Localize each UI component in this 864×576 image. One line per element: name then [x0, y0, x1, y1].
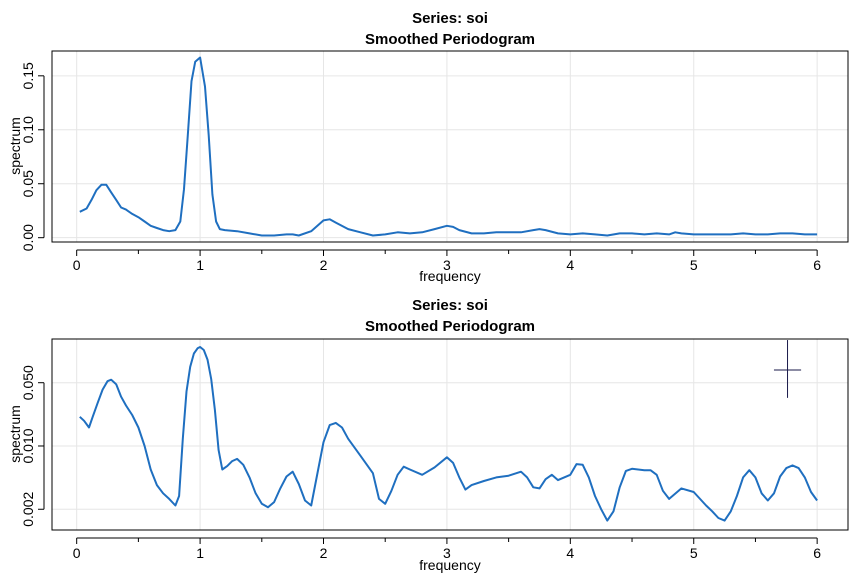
y-tick-label: 0.050 [20, 365, 36, 400]
y-tick-label: 0.00 [20, 224, 36, 251]
spectrum-line [79, 56, 818, 237]
x-tick-label: 3 [443, 257, 451, 273]
x-tick-label: 6 [813, 545, 821, 561]
y-tick-label: 0.010 [20, 428, 36, 463]
y-axis-label: spectrum [7, 117, 23, 175]
chart-title: Series: soi [412, 10, 488, 27]
grid [52, 51, 848, 242]
x-tick-label: 0 [73, 257, 81, 273]
y-tick-label: 0.002 [20, 492, 36, 527]
axes: 0 1 2 3 4 5 6 0.00 0.05 0.10 0.15 [20, 62, 821, 273]
x-tick-label: 4 [566, 257, 574, 273]
chart-subtitle: Smoothed Periodogram [365, 318, 535, 335]
x-tick-label: 3 [443, 545, 451, 561]
plot-frame [51, 50, 849, 243]
x-tick-label: 5 [690, 545, 698, 561]
confidence-crosshair [773, 340, 802, 398]
x-tick-label: 0 [73, 545, 81, 561]
plot-frame [51, 338, 849, 531]
y-tick-label: 0.15 [20, 62, 36, 89]
x-axis-label: frequency [419, 557, 480, 573]
x-axis-label: frequency [419, 268, 480, 284]
x-tick-label: 1 [196, 545, 204, 561]
spectrum-line [79, 346, 818, 522]
chart-panel-top: Series: soi Smoothed Periodogram 0 1 2 3 4 5 6… [7, 10, 849, 284]
y-axis-label: spectrum [7, 405, 23, 463]
axes: 0 1 2 3 4 5 6 0.002 0.010 0.050 [20, 365, 821, 561]
chart-panel-bottom: Series: soi Smoothed Periodogram 0 1 2 3 4 5 6… [7, 297, 849, 573]
y-tick-label: 0.10 [20, 116, 36, 143]
chart-subtitle: Smoothed Periodogram [365, 31, 535, 48]
x-tick-label: 6 [813, 257, 821, 273]
x-tick-label: 2 [320, 545, 328, 561]
y-tick-label: 0.05 [20, 170, 36, 197]
x-tick-label: 4 [566, 545, 574, 561]
chart-title: Series: soi [412, 297, 488, 314]
x-tick-label: 5 [690, 257, 698, 273]
x-tick-label: 1 [196, 257, 204, 273]
x-tick-label: 2 [320, 257, 328, 273]
grid [52, 339, 848, 530]
